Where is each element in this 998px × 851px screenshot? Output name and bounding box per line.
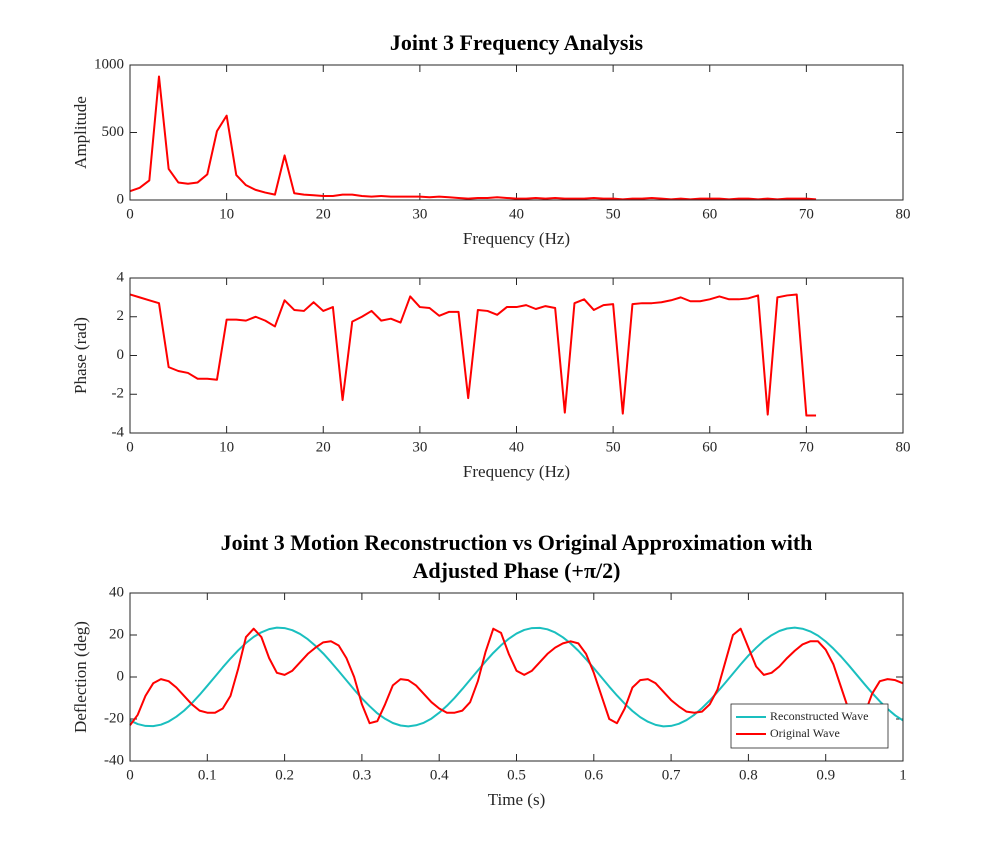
axes-box bbox=[129, 592, 904, 762]
data-line bbox=[129, 627, 904, 726]
x-axis-label: Frequency (Hz) bbox=[463, 229, 570, 248]
chart-title: Joint 3 Frequency Analysis bbox=[390, 30, 644, 55]
plot-area bbox=[130, 65, 903, 200]
y-tick-label: 2 bbox=[117, 308, 125, 324]
y-tick-label: 0 bbox=[117, 191, 125, 207]
x-tick-label: 0.5 bbox=[507, 767, 526, 783]
x-tick-label: 0.6 bbox=[584, 767, 603, 783]
y-axis-label: Deflection (deg) bbox=[71, 621, 90, 733]
x-tick-label: 30 bbox=[412, 206, 427, 222]
y-tick-label: 1000 bbox=[94, 56, 124, 72]
x-tick-label: 0.2 bbox=[275, 767, 294, 783]
x-tick-label: 0.7 bbox=[662, 767, 681, 783]
y-tick-label: 500 bbox=[102, 124, 125, 140]
x-tick-label: 70 bbox=[799, 206, 814, 222]
plot-area bbox=[130, 278, 903, 433]
x-tick-label: 80 bbox=[896, 439, 911, 455]
x-tick-label: 0.8 bbox=[739, 767, 758, 783]
y-tick-label: 20 bbox=[109, 626, 124, 642]
x-tick-label: 80 bbox=[896, 206, 911, 222]
x-tick-label: 60 bbox=[702, 206, 717, 222]
x-tick-label: 40 bbox=[509, 439, 524, 455]
x-tick-label: 1 bbox=[899, 767, 907, 783]
x-tick-label: 50 bbox=[606, 439, 621, 455]
y-tick-label: -40 bbox=[104, 752, 124, 768]
x-tick-label: 40 bbox=[509, 206, 524, 222]
x-tick-label: 0 bbox=[126, 439, 134, 455]
axes-box bbox=[129, 277, 904, 434]
y-tick-label: 0 bbox=[117, 347, 125, 363]
y-tick-label: 0 bbox=[117, 668, 125, 684]
x-tick-label: 0.9 bbox=[816, 767, 835, 783]
x-tick-label: 70 bbox=[799, 439, 814, 455]
x-axis-label: Frequency (Hz) bbox=[463, 462, 570, 481]
data-line bbox=[129, 75, 817, 201]
x-tick-label: 10 bbox=[219, 439, 234, 455]
legend-label: Original Wave bbox=[770, 726, 840, 740]
y-tick-label: -4 bbox=[112, 424, 125, 440]
x-tick-label: 0.4 bbox=[430, 767, 449, 783]
x-tick-label: 0.1 bbox=[198, 767, 217, 783]
x-tick-label: 30 bbox=[412, 439, 427, 455]
axes-box bbox=[129, 64, 904, 201]
y-tick-label: 40 bbox=[109, 584, 124, 600]
y-tick-label: -2 bbox=[112, 386, 125, 402]
legend-label: Reconstructed Wave bbox=[770, 709, 868, 723]
chart-title: Adjusted Phase (+π/2) bbox=[413, 558, 621, 583]
x-tick-label: 60 bbox=[702, 439, 717, 455]
y-tick-label: 4 bbox=[117, 269, 125, 285]
data-line bbox=[129, 293, 817, 417]
legend-box bbox=[730, 703, 889, 749]
x-tick-label: 0 bbox=[126, 206, 134, 222]
y-axis-label: Amplitude bbox=[71, 96, 90, 169]
x-axis-label: Time (s) bbox=[488, 790, 545, 809]
x-tick-label: 0.3 bbox=[353, 767, 372, 783]
x-tick-label: 20 bbox=[316, 206, 331, 222]
chart-title: Joint 3 Motion Reconstruction vs Origina… bbox=[221, 530, 813, 555]
x-tick-label: 10 bbox=[219, 206, 234, 222]
x-tick-label: 20 bbox=[316, 439, 331, 455]
x-tick-label: 0 bbox=[126, 767, 134, 783]
y-tick-label: -20 bbox=[104, 710, 124, 726]
x-tick-label: 50 bbox=[606, 206, 621, 222]
y-axis-label: Phase (rad) bbox=[71, 317, 90, 394]
